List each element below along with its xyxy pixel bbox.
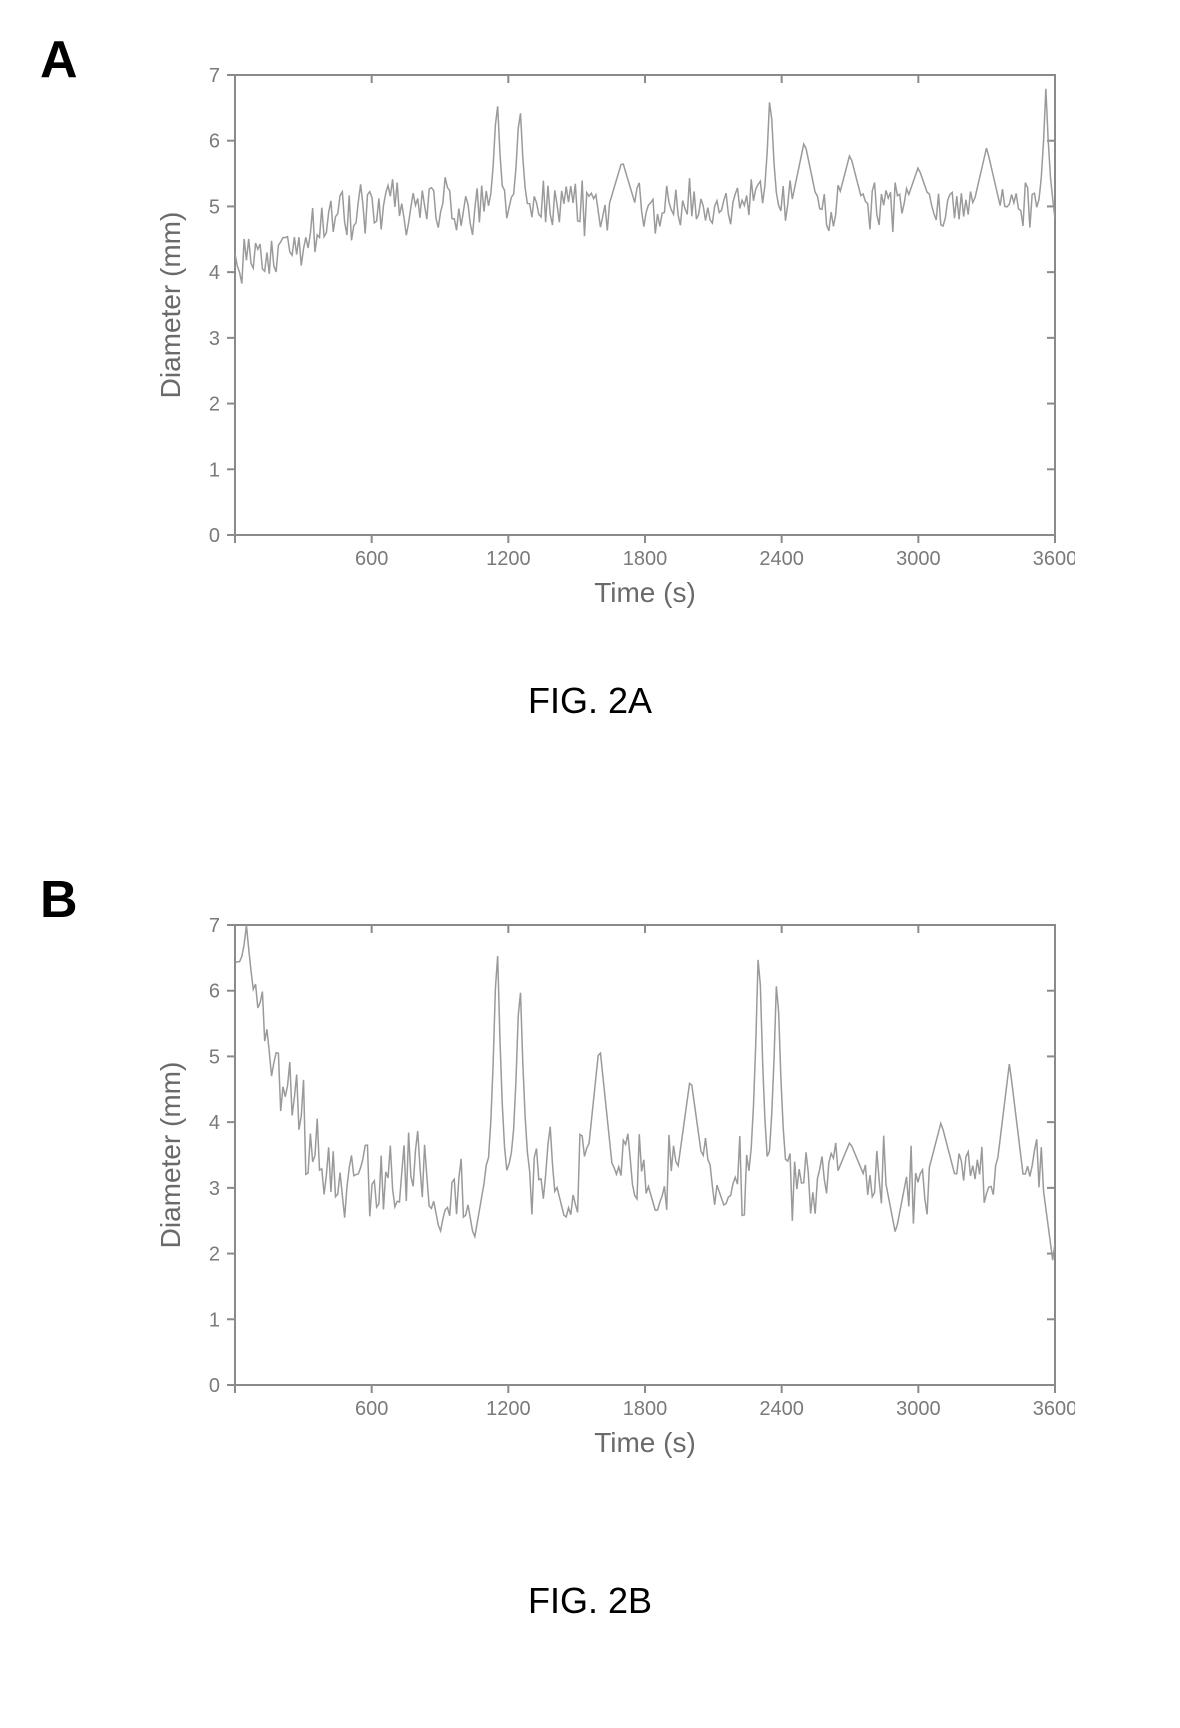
svg-text:3600: 3600 — [1033, 1398, 1075, 1420]
chart-a: 600 1200 1800 2400 3000 3600 0 1 2 3 4 5 6 7 Time (s) D… — [155, 60, 1075, 620]
svg-text:3600: 3600 — [1033, 548, 1075, 570]
svg-text:600: 600 — [355, 548, 388, 570]
svg-text:4: 4 — [209, 262, 220, 284]
svg-text:1200: 1200 — [486, 548, 531, 570]
svg-text:5: 5 — [209, 1046, 220, 1068]
svg-text:Diameter (mm): Diameter (mm) — [155, 1062, 186, 1249]
svg-text:7: 7 — [209, 65, 220, 87]
panel-b-label: B — [40, 870, 78, 930]
svg-text:2: 2 — [209, 394, 220, 416]
chart-b: 600 1200 1800 2400 3000 3600 0 1 2 3 4 5 6 7 Time (s) D… — [155, 910, 1075, 1470]
svg-text:1800: 1800 — [623, 1398, 668, 1420]
svg-text:1: 1 — [209, 1309, 220, 1331]
svg-text:600: 600 — [355, 1398, 388, 1420]
svg-text:1: 1 — [209, 459, 220, 481]
chart-b-svg: 600 1200 1800 2400 3000 3600 0 1 2 3 4 5 6 7 Time (s) D… — [155, 910, 1075, 1470]
svg-text:3: 3 — [209, 328, 220, 350]
svg-text:7: 7 — [209, 915, 220, 937]
chart-a-svg: 600 1200 1800 2400 3000 3600 0 1 2 3 4 5 6 7 Time (s) D… — [155, 60, 1075, 620]
svg-text:1200: 1200 — [486, 1398, 531, 1420]
svg-text:3: 3 — [209, 1178, 220, 1200]
svg-text:6: 6 — [209, 981, 220, 1003]
svg-text:Diameter (mm): Diameter (mm) — [155, 212, 186, 399]
svg-text:Time (s): Time (s) — [594, 577, 696, 608]
svg-text:2: 2 — [209, 1244, 220, 1266]
svg-text:2400: 2400 — [759, 548, 804, 570]
svg-text:0: 0 — [209, 525, 220, 547]
svg-text:0: 0 — [209, 1375, 220, 1397]
figure-2a-caption: FIG. 2A — [0, 680, 1180, 722]
figure-2b-caption: FIG. 2B — [0, 1580, 1180, 1622]
svg-text:3000: 3000 — [896, 548, 941, 570]
panel-a-label: A — [40, 30, 78, 90]
svg-text:2400: 2400 — [759, 1398, 804, 1420]
svg-text:3000: 3000 — [896, 1398, 941, 1420]
svg-text:Time (s): Time (s) — [594, 1427, 696, 1458]
svg-text:6: 6 — [209, 131, 220, 153]
svg-text:5: 5 — [209, 196, 220, 218]
svg-text:1800: 1800 — [623, 548, 668, 570]
svg-text:4: 4 — [209, 1112, 220, 1134]
